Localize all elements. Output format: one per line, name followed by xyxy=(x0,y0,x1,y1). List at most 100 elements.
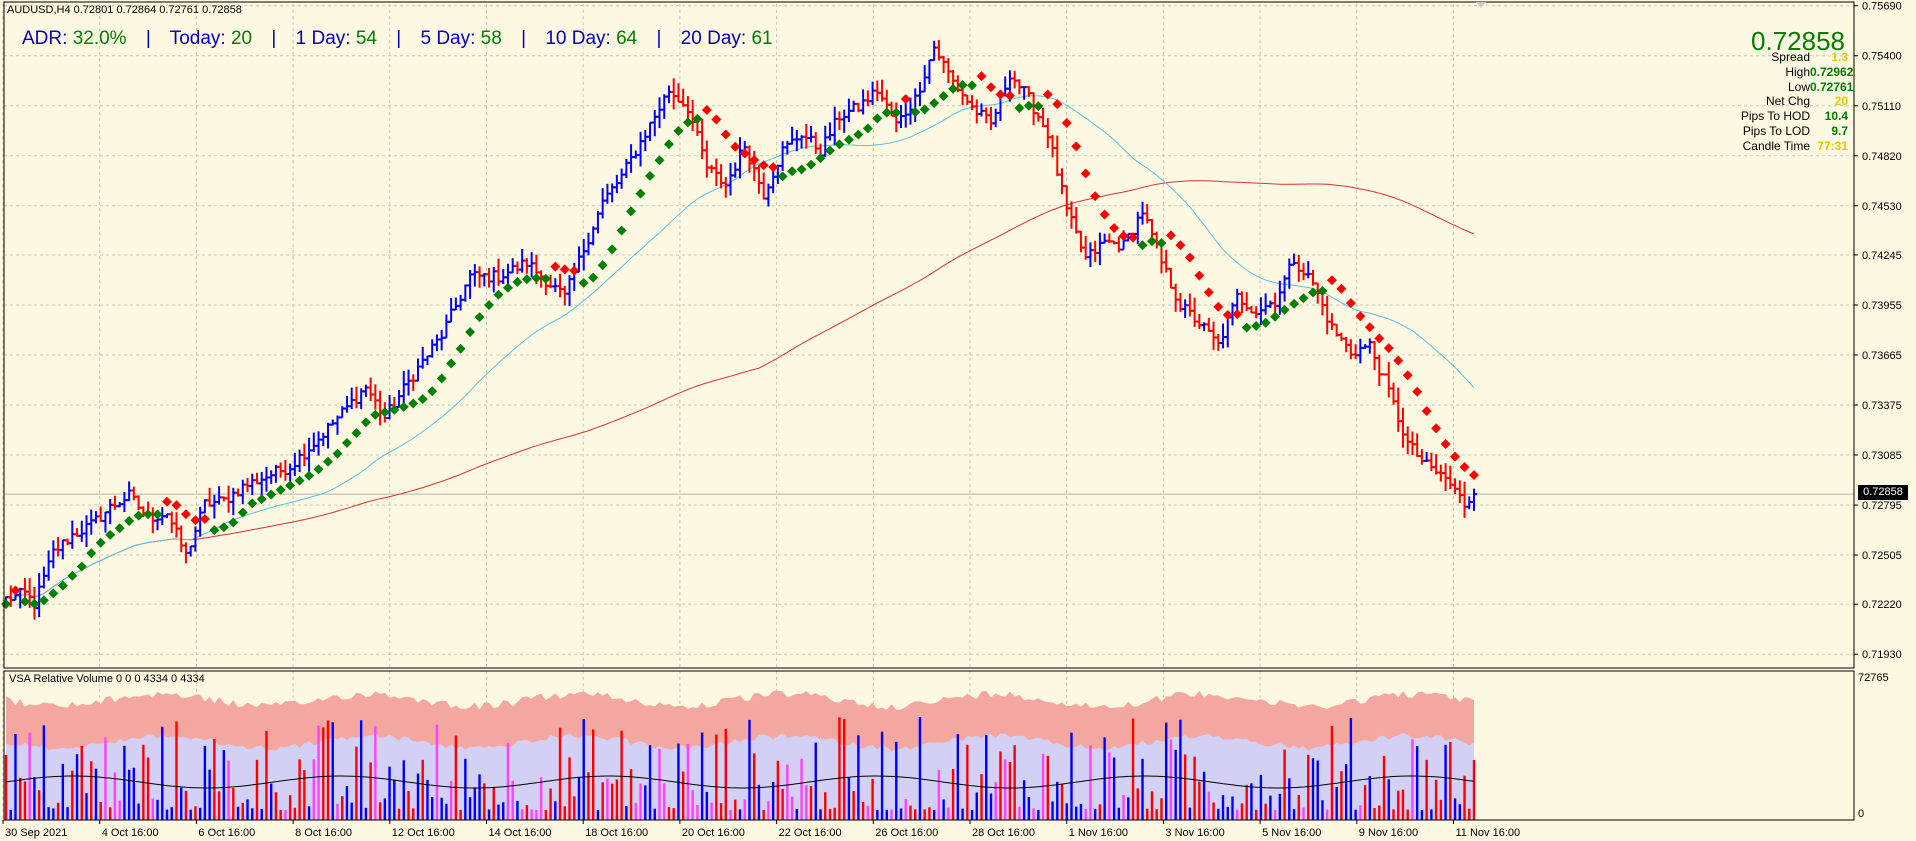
volume-bar xyxy=(715,734,718,820)
trend-dot xyxy=(266,489,277,500)
trend-dot xyxy=(1298,293,1309,304)
volume-bar xyxy=(762,809,765,820)
stat-row: Spread 1.3 xyxy=(1680,50,1848,65)
volume-bar xyxy=(994,782,997,820)
volume-bar xyxy=(1008,762,1012,820)
volume-bar xyxy=(151,798,154,820)
trend-dot xyxy=(1270,311,1281,322)
volume-bar xyxy=(1212,802,1215,820)
trend-dot xyxy=(38,595,49,606)
trend-dot xyxy=(1336,283,1347,294)
shift-marker-icon[interactable] xyxy=(1476,2,1486,8)
trend-dot xyxy=(616,225,627,236)
volume-bar xyxy=(1302,807,1305,820)
volume-bar xyxy=(1245,784,1248,820)
today-label: Today: xyxy=(169,28,226,49)
stat-key: High xyxy=(1785,64,1810,79)
volume-bar xyxy=(672,808,675,820)
trend-dot xyxy=(1061,118,1072,128)
y-tick-label: 0.75400 xyxy=(1862,51,1902,63)
x-tick-label: 3 Nov 16:00 xyxy=(1165,827,1224,839)
volume-bar xyxy=(1141,758,1144,820)
stat-value: 0.72761 xyxy=(1810,79,1854,94)
volume-bar xyxy=(634,802,638,820)
trend-dot xyxy=(95,537,106,548)
volume-bar xyxy=(19,777,22,820)
volume-bar xyxy=(61,763,65,820)
stat-row: Pips To LOD 9.7 xyxy=(1680,124,1848,139)
today-value: 20 xyxy=(230,28,253,49)
volume-bar xyxy=(535,809,538,820)
trend-dot xyxy=(417,394,428,405)
volume-bar xyxy=(876,809,879,820)
trend-dot xyxy=(843,134,854,145)
volume-bar xyxy=(14,734,17,820)
trend-dot xyxy=(275,484,286,495)
volume-bar xyxy=(175,721,178,820)
volume-bar xyxy=(615,779,619,820)
trend-dot xyxy=(1326,275,1337,286)
volume-bar xyxy=(1458,804,1461,820)
volume-bar xyxy=(161,726,164,820)
trend-dot xyxy=(1014,103,1025,114)
volume-bar xyxy=(4,754,8,820)
volume-bar xyxy=(208,769,211,820)
trend-dot xyxy=(1279,304,1290,315)
volume-bar xyxy=(1311,758,1315,820)
trend-dot xyxy=(806,159,816,170)
volume-bar xyxy=(1453,798,1457,820)
volume-bar xyxy=(497,804,500,820)
volume-bar xyxy=(222,750,226,820)
volume-axis-bottom: 0 xyxy=(1858,808,1865,820)
volume-bar xyxy=(1411,739,1414,820)
stat-row: Low 0.72761 xyxy=(1680,79,1854,95)
trend-dot xyxy=(19,596,30,607)
volume-bar xyxy=(648,745,652,820)
x-tick-label: 4 Oct 16:00 xyxy=(102,827,159,839)
trend-dot xyxy=(114,523,125,534)
volume-bar xyxy=(1397,790,1400,820)
volume-bar xyxy=(492,787,495,820)
trend-dot xyxy=(720,129,731,140)
stat-value: 10.4 xyxy=(1824,109,1848,124)
trend-dot xyxy=(692,113,703,124)
volume-bar xyxy=(118,800,121,820)
volume-bar xyxy=(298,759,301,820)
y-tick-label: 0.74530 xyxy=(1862,201,1902,213)
volume-bar xyxy=(255,759,259,820)
volume-bar xyxy=(416,773,420,820)
trend-dot xyxy=(626,206,637,217)
trend-dot xyxy=(1080,168,1091,179)
trend-dot xyxy=(976,71,987,82)
volume-bar xyxy=(989,793,993,820)
volume-bar xyxy=(426,779,429,820)
volume-bar xyxy=(516,800,519,820)
volume-bar xyxy=(1089,745,1092,820)
volume-average-line xyxy=(5,775,1475,789)
volume-panel-frame xyxy=(3,670,1855,821)
trend-dot xyxy=(199,514,210,524)
volume-bar xyxy=(1098,804,1102,820)
volume-bar xyxy=(1198,781,1201,820)
trend-dot xyxy=(1165,230,1176,241)
volume-bar xyxy=(33,777,36,820)
volume-bar xyxy=(696,804,699,820)
volume-bar xyxy=(1444,744,1447,820)
trend-dot xyxy=(1213,301,1224,312)
volume-bar xyxy=(1316,760,1319,820)
adr-separator: | xyxy=(521,28,527,49)
volume-bar xyxy=(260,808,263,820)
trend-dot xyxy=(1450,451,1461,462)
volume-bar xyxy=(866,805,870,820)
volume-bar xyxy=(748,719,751,820)
trend-dot xyxy=(834,139,845,150)
trend-dot xyxy=(1175,240,1186,251)
volume-bar xyxy=(800,758,803,820)
volume-bar xyxy=(1415,746,1419,820)
trend-dot xyxy=(1042,89,1053,100)
trend-dot xyxy=(1184,252,1195,263)
volume-bar xyxy=(47,807,50,820)
trend-dot xyxy=(1109,223,1120,233)
trend-dot xyxy=(1222,309,1233,320)
